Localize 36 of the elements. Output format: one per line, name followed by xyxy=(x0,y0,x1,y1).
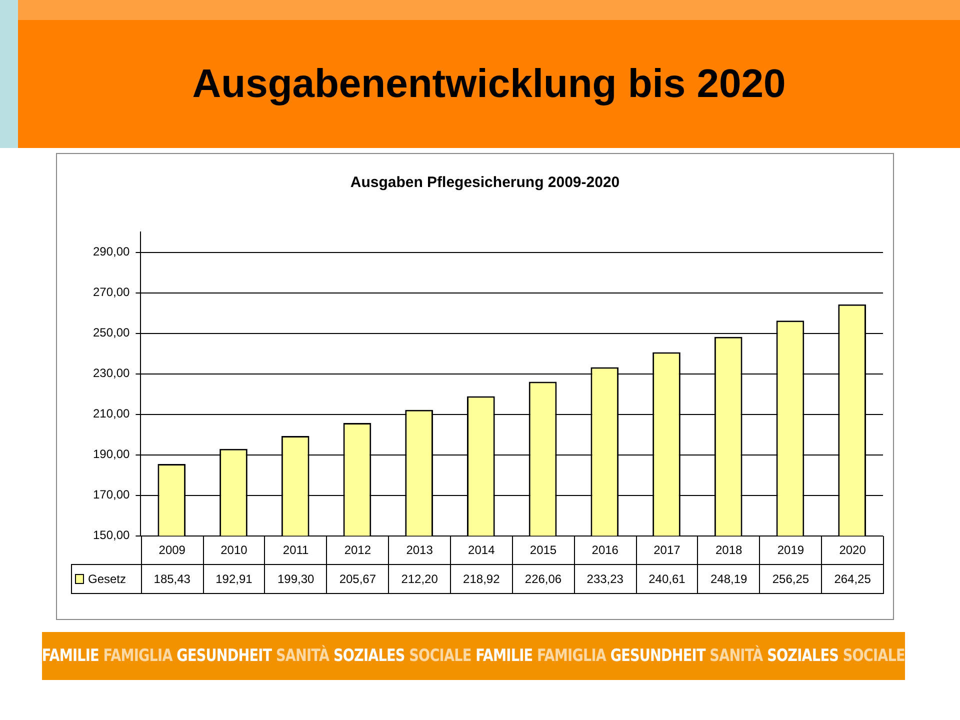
y-tick-label: 250,00 xyxy=(93,326,130,340)
x-tick-label: 2016 xyxy=(574,536,637,565)
x-tick-label: 2014 xyxy=(450,536,513,565)
x-tick-label: 2013 xyxy=(388,536,451,565)
data-label: 226,06 xyxy=(512,564,575,594)
data-label: 205,67 xyxy=(326,564,390,594)
data-label: 199,30 xyxy=(264,564,328,594)
legend-label: Gesetz xyxy=(88,572,126,586)
data-label: 218,92 xyxy=(450,564,513,594)
data-label: 264,25 xyxy=(821,564,884,594)
data-label: 192,91 xyxy=(202,564,266,594)
y-tick-label: 190,00 xyxy=(93,447,130,462)
data-label: 185,43 xyxy=(140,564,204,594)
x-tick-label: 2015 xyxy=(512,536,575,565)
data-label: 256,25 xyxy=(759,564,822,594)
x-tick-label: 2017 xyxy=(636,536,698,565)
y-tick-label: 270,00 xyxy=(93,285,130,300)
y-tick-label: 230,00 xyxy=(93,366,130,380)
y-tick-label: 170,00 xyxy=(93,488,130,502)
x-tick-label: 2018 xyxy=(697,536,760,565)
text: FAMILIE FAMIGLIA GESUNDHEIT SANITÀ SOZIALES SOCIALE FAMILIE FAMIGLIA GESUNDHEIT SANITÀ SOZIALES SOCIALE xyxy=(42,646,906,666)
data-label: 240,61 xyxy=(636,564,698,594)
x-tick-label: 2011 xyxy=(264,536,328,565)
x-tick-label: 2012 xyxy=(326,536,390,565)
y-tick-label: 150,00 xyxy=(93,528,130,542)
x-tick-label: 2020 xyxy=(821,536,884,565)
y-tick-label: 290,00 xyxy=(93,244,130,259)
data-label: 248,19 xyxy=(697,564,760,594)
x-tick-label: 2019 xyxy=(759,536,822,565)
chart-subtitle: Ausgaben Pflegesicherung 2009-2020 xyxy=(350,174,620,192)
data-label: 233,23 xyxy=(574,564,637,594)
x-tick-label: 2009 xyxy=(140,536,204,565)
y-tick-label: 210,00 xyxy=(93,406,130,421)
data-label: 212,20 xyxy=(388,564,451,594)
chart-title: Ausgabenentwicklung bis 2020 xyxy=(192,62,786,106)
x-tick-label: 2010 xyxy=(202,536,266,565)
